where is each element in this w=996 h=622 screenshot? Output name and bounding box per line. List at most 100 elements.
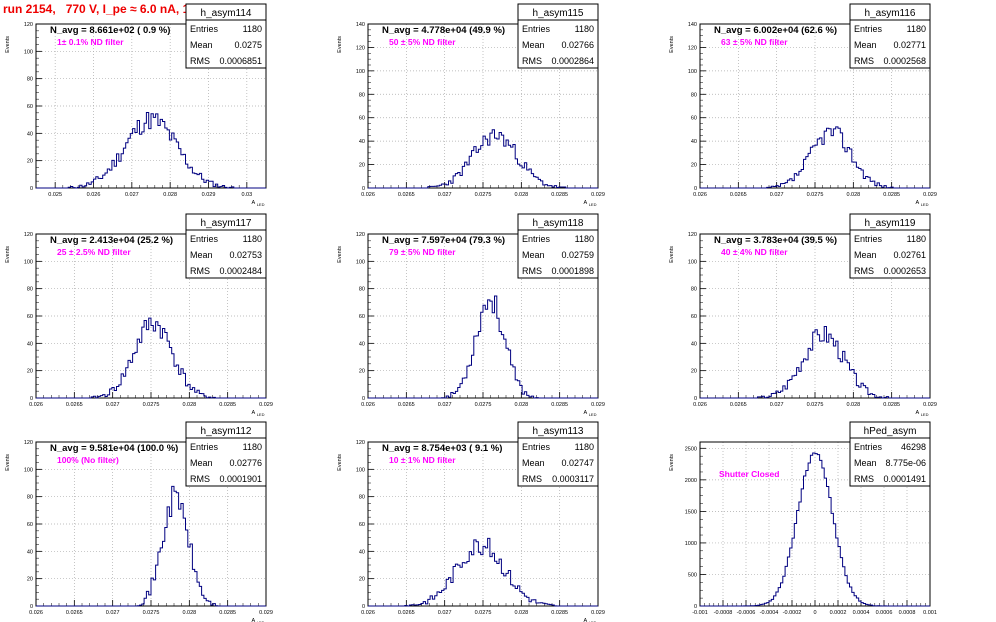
y-tick-label: 2000: [685, 478, 697, 484]
stats-value: 1180: [575, 24, 594, 34]
x-tick-label: 0.026: [693, 192, 707, 198]
x-tick-label: 0.0265: [730, 192, 747, 198]
x-tick-label: 0.0265: [398, 610, 415, 616]
histogram-pad-hPed_asym: 0 500 1000 1500 2000 2500 -0.001 -0.0008 -0.0006…: [664, 421, 974, 620]
stats-box: [517, 421, 599, 487]
n-avg-label: N_avg = 6.002e+04 (62.6 %): [714, 25, 837, 36]
histogram-pad-h_asym114: 0 20 40 60 80 100 120 0.025 0.026 0.027 0.028 0.029…: [0, 3, 310, 207]
x-tick-label: 0.0265: [398, 402, 415, 408]
y-tick-label: 140: [356, 22, 365, 28]
histogram-h_asym112: 0 20 40 60 80 100 120 0.026 0.0265 0.027 0.0275 0.0…: [5, 421, 273, 622]
y-tick-label: 120: [356, 45, 365, 51]
y-tick-label: 120: [688, 45, 697, 51]
x-tick-label: 0.029: [259, 610, 273, 616]
n-avg-label: N_avg = 3.783e+04 (39.5 %): [714, 235, 837, 246]
y-tick-label: 0: [362, 396, 365, 402]
filter-note: 100% (No filter): [57, 455, 119, 465]
y-tick-label: 100: [24, 49, 33, 55]
histogram-h_asym115: 0 20 40 60 80 100 120 140 0.026 0.0265 0.027 0.0275…: [337, 3, 605, 207]
histogram-h_asym113: 0 20 40 60 80 100 120 0.026 0.0265 0.027 0.0275 0.0…: [337, 421, 605, 622]
y-tick-label: 20: [27, 159, 33, 165]
x-tick-label: 0.0275: [143, 402, 160, 408]
n-avg-label: N_avg = 2.413e+04 (25.2 %): [50, 235, 173, 246]
x-tick-label: -0.0008: [714, 610, 733, 616]
x-tick-label: 0.001: [923, 610, 937, 616]
y-axis-label: Events: [5, 36, 11, 53]
y-tick-label: 40: [27, 341, 33, 347]
x-tick-label: 0.027: [438, 610, 452, 616]
stats-label: Entries: [190, 234, 219, 244]
x-tick-label: 0.028: [846, 192, 860, 198]
histogram-pad-h_asym119: 0 20 40 60 80 100 120 0.026 0.0265 0.027 0.0275 0.0…: [664, 213, 974, 417]
y-tick-label: 100: [688, 259, 697, 265]
filter-note: 10 ± 1% ND filter: [389, 455, 456, 465]
x-tick-label: 0.029: [923, 192, 937, 198]
stats-value: 1180: [575, 234, 594, 244]
x-tick-label: 0.0285: [219, 402, 236, 408]
x-tick-label: 0.0285: [551, 192, 568, 198]
histogram-pad-h_asym113: 0 20 40 60 80 100 120 0.026 0.0265 0.027 0.0275 0.0…: [332, 421, 642, 622]
y-axis-label: Events: [5, 454, 11, 471]
x-tick-label: 0.027: [125, 192, 139, 198]
histogram-title: hPed_asym: [864, 426, 917, 437]
y-tick-label: 120: [356, 440, 365, 446]
y-tick-label: 60: [27, 104, 33, 110]
x-tick-label: 0.0285: [883, 192, 900, 198]
filter-note: 63 ± 5% ND filter: [721, 37, 788, 47]
y-tick-label: 0: [30, 396, 33, 402]
x-tick-label: 0.03: [241, 192, 252, 198]
stats-value: 0.0002864: [551, 56, 594, 66]
stats-label: RMS: [854, 266, 874, 276]
stats-label: RMS: [854, 474, 874, 484]
stats-label: Entries: [190, 442, 219, 452]
stats-label: Mean: [190, 250, 213, 260]
stats-value: 0.02759: [561, 250, 594, 260]
stats-label: RMS: [522, 56, 542, 66]
y-tick-label: 40: [27, 549, 33, 555]
x-tick-label: 0.027: [438, 402, 452, 408]
histogram-outline: [700, 126, 930, 189]
stats-value: 0.02761: [893, 250, 926, 260]
n-avg-label: N_avg = 9.581e+04 (100.0 %): [50, 443, 178, 454]
histogram-title: h_asym118: [533, 218, 584, 229]
y-axis-label: Events: [669, 454, 675, 471]
stats-box: [517, 3, 599, 69]
y-tick-label: 60: [27, 522, 33, 528]
x-tick-label: 0.029: [591, 610, 605, 616]
x-tick-label: 0.029: [591, 192, 605, 198]
histogram-outline: [368, 537, 598, 607]
stats-box: [185, 213, 267, 279]
histogram-title: h_asym114: [201, 8, 252, 19]
x-tick-label: 0.028: [163, 192, 177, 198]
stats-label: Entries: [522, 24, 551, 34]
y-tick-label: 500: [688, 572, 697, 578]
histogram-title: h_asym112: [201, 426, 252, 437]
y-tick-label: 100: [688, 69, 697, 75]
x-tick-label: 0.028: [182, 402, 196, 408]
histogram-hPed_asym: 0 500 1000 1500 2000 2500 -0.001 -0.0008 -0.0006…: [669, 421, 937, 616]
x-tick-label: 0.029: [259, 402, 273, 408]
y-tick-label: 80: [359, 287, 365, 293]
filter-note: Shutter Closed: [719, 469, 779, 479]
filter-note: 50 ± 5% ND filter: [389, 37, 456, 47]
y-tick-label: 80: [27, 77, 33, 83]
y-axis-label: Events: [669, 36, 675, 53]
stats-box: [849, 213, 931, 279]
stats-value: 0.02747: [561, 458, 594, 468]
x-tick-label: 0.028: [514, 610, 528, 616]
y-axis-label: Events: [337, 246, 343, 263]
y-axis-label: Events: [669, 246, 675, 263]
x-tick-label: 0.0275: [475, 192, 492, 198]
y-tick-label: 80: [27, 495, 33, 501]
stats-value: 46298: [901, 442, 926, 452]
y-tick-label: 0: [694, 396, 697, 402]
stats-label: RMS: [522, 266, 542, 276]
stats-label: Mean: [522, 250, 545, 260]
x-tick-label: 0.029: [923, 402, 937, 408]
x-tick-label: 0.028: [846, 402, 860, 408]
stats-label: RMS: [190, 56, 210, 66]
